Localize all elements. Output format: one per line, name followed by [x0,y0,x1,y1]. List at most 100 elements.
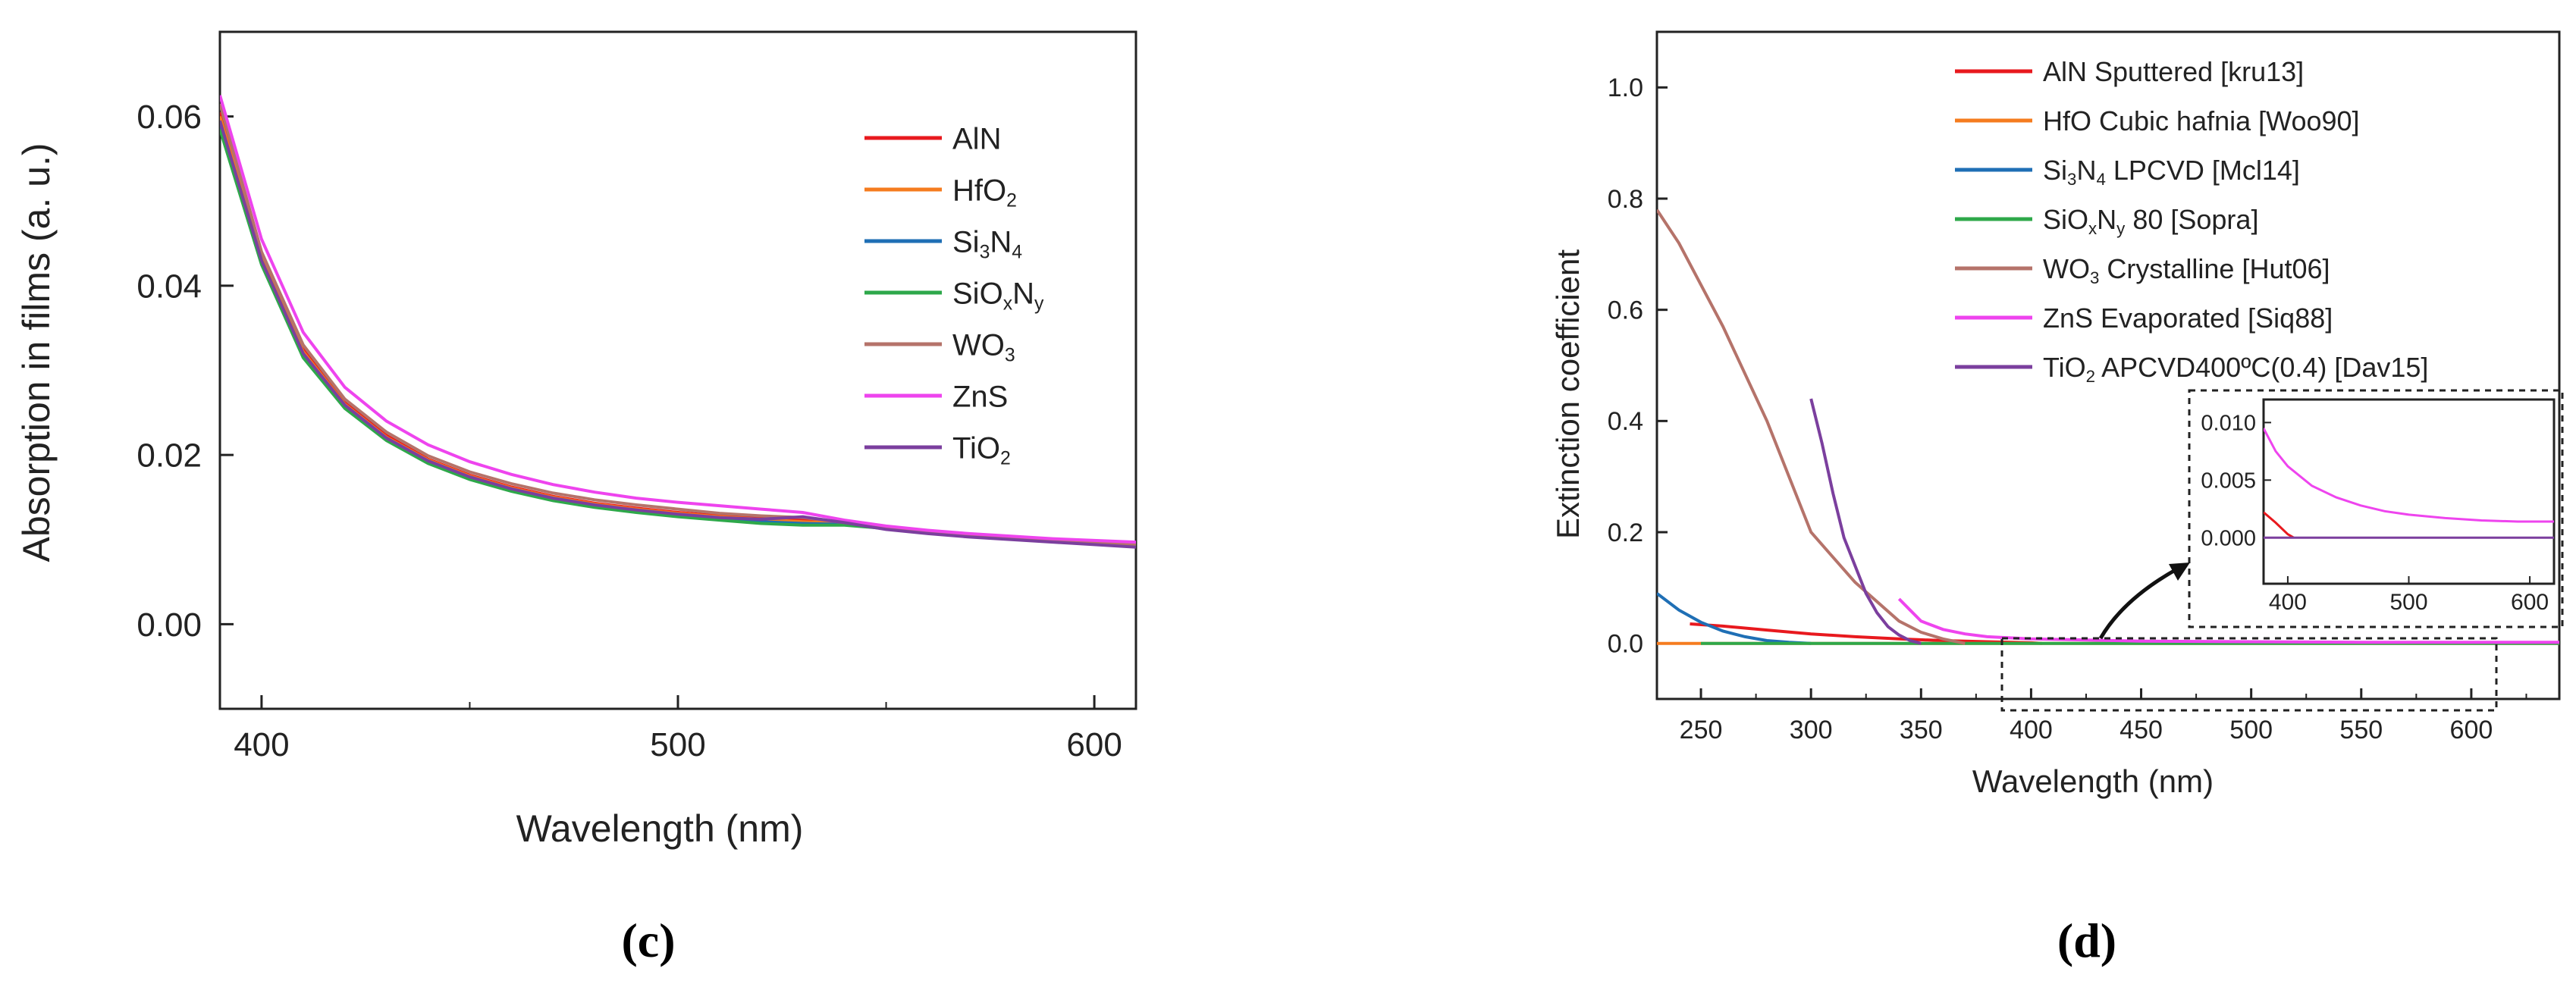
c-xtick-label: 500 [650,726,705,763]
c-legend-part: HfO [952,174,1006,207]
d-legend-part: 80 [Sopra] [2125,204,2258,235]
inset-xtick-label: 600 [2511,590,2549,615]
c-xtick-label: 600 [1066,726,1122,763]
d-legend-label: Si3N4 LPCVD [Mcl14] [2043,155,2300,189]
c-series-wo3 [220,103,1136,547]
d-xtick-label: 600 [2450,716,2493,744]
d-legend-part: 4 [2096,170,2105,189]
c-legend-label: SiOxNy [952,277,1044,314]
c-ylabel: Absorption in films (a. u.) [15,143,58,563]
d-legend-part: y [2116,219,2126,238]
d-legend-part: LPCVD [Mcl14] [2106,155,2300,186]
zoom-arrow [2098,566,2179,640]
c-series-tio2 [220,120,1136,549]
c-series-zns [220,95,1136,544]
c-legend-label: AlN [952,122,1001,155]
d-series-wo3 [1657,208,1966,645]
inset-series-aln [2264,511,2295,539]
c-xtick-label: 400 [234,726,289,763]
inset-ytick-label: 0.005 [2201,468,2256,493]
c-legend-part: N [1012,277,1034,310]
d-legend-label: TiO2 APCVD400ºC(0.4) [Dav15] [2043,352,2428,386]
d-ylabel: Extinction coefficient [1550,249,1586,539]
c-legend-part: N [990,225,1012,259]
d-legend-part: AlN Sputtered [kru13] [2043,56,2304,87]
c-legend-part: Si [952,225,980,259]
c-xlabel: Wavelength (nm) [516,807,804,850]
d-xlabel: Wavelength (nm) [1972,763,2214,799]
d-xtick-label: 300 [1790,716,1833,744]
c-ytick-label: 0.00 [136,606,202,644]
c-legend-part: 3 [980,242,990,262]
d-legend-part: 3 [2090,268,2099,287]
d-series-tio2 [1809,398,1922,645]
c-ytick-label: 0.06 [136,99,202,136]
chart-d: 250 300 350 400 450 500 550 600 0.0 0.2 0.4 0.6 0.8 1… [1550,30,2564,967]
c-ticks: 400 500 600 0.00 0.02 0.04 0.06 [136,99,1122,763]
c-legend-part: TiO [952,431,1000,465]
d-legend-part: Si [2043,155,2067,186]
d-xtick-label: 500 [2229,716,2273,744]
inset-xtick-label: 400 [2269,590,2307,615]
d-xtick-label: 350 [1900,716,1943,744]
d-legend-label: AlN Sputtered [kru13] [2043,56,2304,87]
caption-d: (d) [2057,913,2116,967]
c-legend-part: WO [952,328,1005,362]
c-legend-part: y [1034,293,1044,314]
d-ytick-label: 0.0 [1608,630,1643,659]
c-legend-part: AlN [952,122,1001,155]
d-legend-part: 3 [2067,170,2076,189]
c-legend-part: 3 [1005,345,1015,365]
d-xtick-label: 250 [1680,716,1723,744]
zoom-arrowhead [2169,563,2190,581]
c-legend-part: 2 [1006,190,1017,211]
inset-plot: 400 500 600 0.000 0.005 0.010 [2201,398,2556,615]
d-ytick-label: 0.2 [1608,519,1643,547]
d-xtick-label: 400 [2010,716,2053,744]
c-legend-part: 2 [1000,448,1011,468]
d-series-zns [1897,597,2559,644]
c-legend-label: TiO2 [952,431,1011,468]
c-legend-label: HfO2 [952,174,1017,211]
inset-ytick-label: 0.000 [2201,526,2256,550]
d-legend-part: SiO [2043,204,2088,235]
c-legend-label: WO3 [952,328,1015,365]
c-ytick-label: 0.02 [136,437,202,475]
d-legend-label: WO3 Crystalline [Hut06] [2043,253,2330,287]
d-xtick-label: 550 [2339,716,2383,744]
d-legend-part: Crystalline [Hut06] [2099,253,2330,284]
inset-ticks: 400 500 600 0.000 0.005 0.010 [2201,411,2549,615]
inset-series-zns [2264,428,2554,523]
d-ytick-label: 0.6 [1608,296,1643,325]
d-legend-part: TiO [2043,352,2086,383]
d-ytick-label: 0.8 [1608,185,1643,214]
zoom-region-box [2000,637,2498,712]
d-legend-label: SiOxNy 80 [Sopra] [2043,204,2258,238]
c-legend-label: ZnS [952,380,1008,413]
inset-frame-dashed [2188,389,2564,628]
d-xtick-label: 450 [2119,716,2163,744]
c-ytick-label: 0.04 [136,268,202,305]
c-legend-label: Si3N4 [952,225,1022,262]
d-ytick-label: 1.0 [1608,74,1643,102]
c-legend-part: SiO [952,277,1003,310]
d-ticks: 250 300 350 400 450 500 550 600 0.0 0.2 0.4 0.6 0.8 1… [1608,74,2527,744]
plot-area-d [1655,30,2561,700]
d-legend-part: HfO Cubic hafnia [Woo90] [2043,105,2360,136]
d-legend-part: APCVD400ºC(0.4) [Dav15] [2095,352,2428,383]
d-legend-part: WO [2043,253,2090,284]
d-legend: AlN Sputtered [kru13] HfO Cubic hafnia [W… [1955,56,2428,386]
d-legend-part: ZnS Evaporated [Siq88] [2043,302,2333,334]
inset-ytick-label: 0.010 [2201,411,2256,435]
d-ytick-label: 0.4 [1608,407,1643,436]
c-legend-part: 4 [1012,242,1022,262]
inset-lines [2264,428,2554,539]
d-legend-part: N [2097,204,2116,235]
d-legend-label: ZnS Evaporated [Siq88] [2043,302,2333,334]
c-legend-part: x [1003,293,1013,314]
d-legend-label: HfO Cubic hafnia [Woo90] [2043,105,2360,136]
c-legend-part: ZnS [952,380,1008,413]
